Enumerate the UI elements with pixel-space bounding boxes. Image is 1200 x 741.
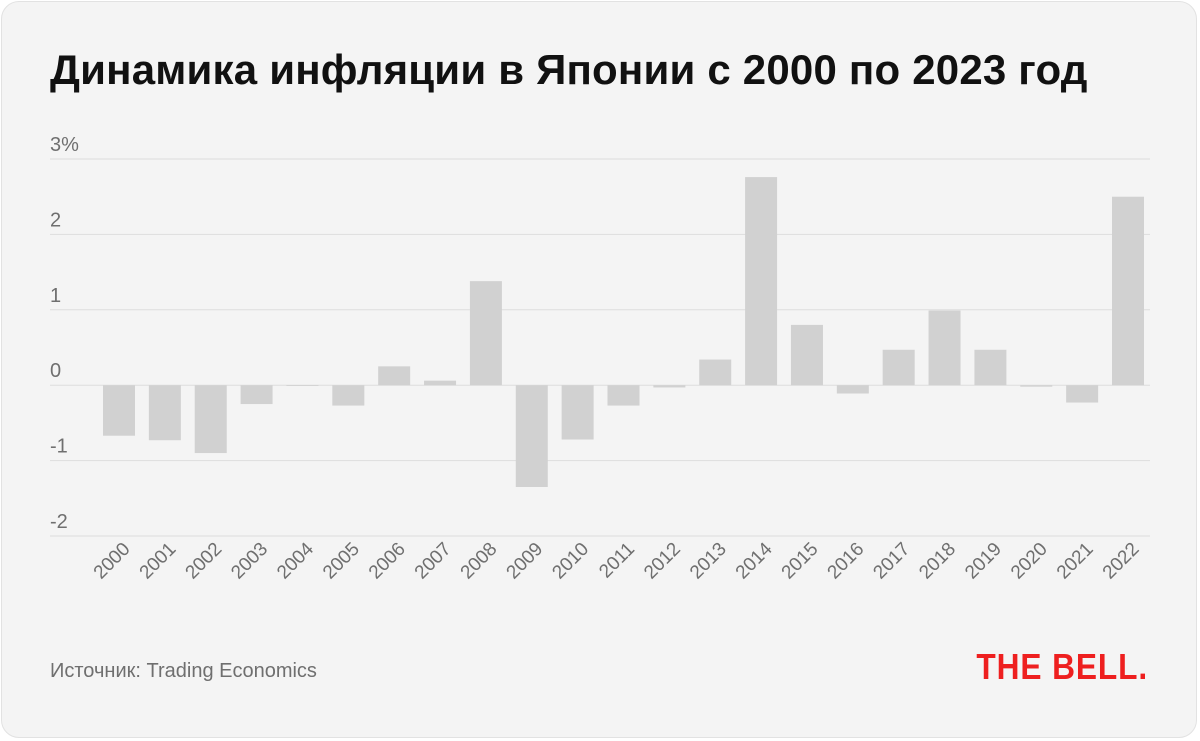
bar	[928, 310, 961, 386]
x-tick-label: 2017	[869, 539, 914, 584]
bar	[103, 385, 135, 436]
x-tick-label: 2016	[824, 539, 869, 584]
bar	[148, 385, 181, 441]
brand-logo: THE BELL.	[976, 646, 1148, 687]
bar	[332, 385, 365, 406]
y-tick-label: -1	[50, 436, 68, 458]
bar	[561, 385, 594, 440]
x-tick-label: 2003	[227, 539, 272, 584]
bar	[515, 385, 548, 487]
bar	[974, 349, 1007, 386]
bar	[240, 385, 273, 405]
bar	[194, 385, 227, 454]
chart-title: Динамика инфляции в Японии с 2000 по 202…	[50, 46, 1088, 93]
bar	[653, 385, 686, 388]
x-tick-label: 2014	[732, 538, 777, 583]
x-tick-label: 2012	[640, 539, 685, 584]
x-tick-label: 2022	[1099, 539, 1144, 584]
x-tick-label: 2005	[319, 539, 364, 584]
bar	[882, 349, 915, 386]
y-tick-label: -2	[50, 511, 68, 533]
bar	[790, 324, 823, 386]
bar	[1066, 385, 1099, 403]
bar	[745, 177, 778, 386]
x-tick-label: 2019	[961, 539, 1006, 584]
bar	[286, 385, 319, 386]
x-tick-label: 2007	[411, 539, 456, 584]
bar	[469, 281, 502, 386]
y-tick-label: 3%	[50, 134, 79, 156]
x-tick-label: 2000	[90, 539, 135, 584]
bar	[1020, 385, 1053, 387]
bar	[607, 385, 640, 406]
bar	[378, 366, 411, 386]
x-tick-label: 2013	[686, 539, 731, 584]
x-tick-label: 2009	[503, 539, 548, 584]
y-tick-label: 1	[50, 285, 61, 307]
y-tick-label: 0	[50, 360, 61, 382]
x-tick-label: 2021	[1053, 539, 1098, 584]
x-tick-label: 2018	[915, 539, 960, 584]
source-note: Источник: Trading Economics	[50, 660, 317, 682]
x-tick-label: 2011	[595, 539, 639, 583]
bar	[699, 359, 732, 386]
y-tick-label: 2	[50, 209, 61, 231]
bar	[424, 380, 457, 386]
x-tick-label: 2010	[548, 539, 593, 584]
bar	[1112, 196, 1144, 386]
x-tick-label: 2002	[182, 539, 227, 584]
x-tick-label: 2001	[136, 539, 181, 584]
x-tick-label: 2020	[1007, 539, 1052, 584]
x-tick-label: 2008	[457, 539, 502, 584]
x-tick-label: 2006	[365, 539, 410, 584]
x-tick-label: 2004	[273, 538, 318, 583]
bar	[836, 385, 869, 394]
x-tick-label: 2015	[778, 539, 823, 584]
